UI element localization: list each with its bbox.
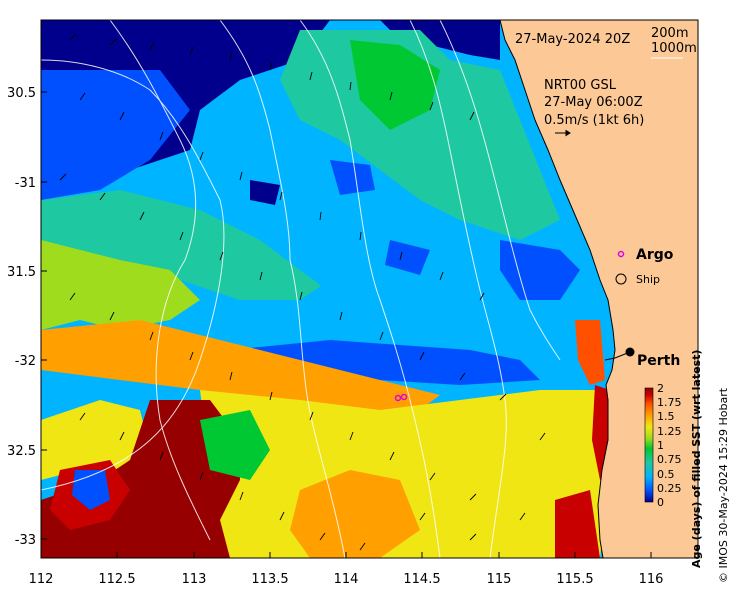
argo-legend-icon: [617, 250, 625, 258]
current-time-label: 27-May 06:00Z: [544, 95, 643, 110]
region-orange-coastal: [575, 320, 605, 385]
colorbar-tick: 0.5: [657, 468, 675, 481]
lon-tick-label: 115.5: [556, 572, 593, 587]
region-green-north: [280, 30, 560, 240]
region-blue-patch-1: [330, 160, 375, 195]
lon-tick-label: 114: [334, 572, 359, 587]
lat-tick-label: -32: [15, 354, 36, 369]
argo-float-marker: [394, 394, 402, 402]
colorbar-tick: 0.75: [657, 453, 682, 466]
lon-tick-label: 114.5: [403, 572, 440, 587]
region-yellowgreen-band: [41, 240, 200, 330]
current-source-label: NRT00 GSL: [544, 78, 617, 93]
colorbar-tick: 0.25: [657, 482, 682, 495]
swan-river: [604, 351, 631, 361]
region-orange-south-west: [41, 320, 440, 410]
axis-ticks: [40, 91, 652, 558]
lon-tick-label: 112: [29, 572, 54, 587]
contour-legend-200m: 200m: [651, 26, 688, 41]
credit-text: © IMOS 30-May-2024 15:29 Hobart: [717, 387, 730, 583]
longitude-axis: 112 112.5 113 113.5 114 114.5 115 115.5 …: [29, 572, 664, 587]
latitude-axis: 30.5 -31 31.5 -32 32.5 -33: [7, 86, 36, 548]
colorbar-tick: 1.75: [657, 396, 682, 409]
map-plot-area: [41, 20, 698, 558]
plot-frame: [40, 19, 699, 559]
region-blue-patch-2: [385, 240, 430, 275]
region-bright-green-north: [350, 40, 440, 130]
colorbar-tick: 0: [657, 496, 664, 509]
lat-tick-label: 32.5: [7, 444, 36, 459]
contour-legend-1000m: 1000m: [651, 41, 697, 56]
region-blue-sw-patch: [72, 470, 110, 510]
ship-legend-icon: [615, 273, 627, 285]
date-label: 27-May-2024 20Z: [515, 32, 630, 47]
argo-float-marker-2: [400, 393, 408, 401]
region-green-band: [41, 190, 330, 300]
colorbar: 2 1.75 1.5 1.25 1 0.75 0.5 0.25 0: [644, 382, 682, 509]
colorbar-label: Age (days) of filled SST (wrt latest): [690, 350, 703, 568]
region-green-sw: [200, 410, 270, 480]
perth-label: Perth: [637, 353, 680, 369]
region-dark-blue-patch: [250, 180, 280, 205]
scale-arrow-icon: [555, 129, 571, 137]
lat-tick-label: 31.5: [7, 265, 36, 280]
colorbar-tick: 2: [657, 382, 664, 395]
current-vectors: [59, 33, 546, 551]
current-scale-label: 0.5m/s (1kt 6h): [544, 113, 644, 128]
lat-tick-label: 30.5: [7, 86, 36, 101]
region-blue-nw: [41, 70, 190, 200]
lon-tick-label: 112.5: [98, 572, 135, 587]
lon-tick-label: 113: [182, 572, 207, 587]
colorbar-tick: 1.5: [657, 410, 675, 423]
colorbar-tick: 1: [657, 439, 664, 452]
region-blue-east: [500, 240, 580, 300]
colorbar-tick: 1.25: [657, 425, 682, 438]
lat-tick-label: -31: [15, 176, 36, 191]
lon-tick-label: 115: [487, 572, 512, 587]
region-darkred-coast: [555, 490, 600, 558]
lon-tick-label: 116: [639, 572, 664, 587]
lon-tick-label: 113.5: [251, 572, 288, 587]
argo-legend-label: Argo: [636, 247, 674, 263]
colorbar-gradient: [644, 387, 654, 503]
bathymetry-contours: [41, 20, 561, 558]
ship-legend-label: Ship: [636, 273, 660, 286]
lat-tick-label: -33: [15, 533, 36, 548]
